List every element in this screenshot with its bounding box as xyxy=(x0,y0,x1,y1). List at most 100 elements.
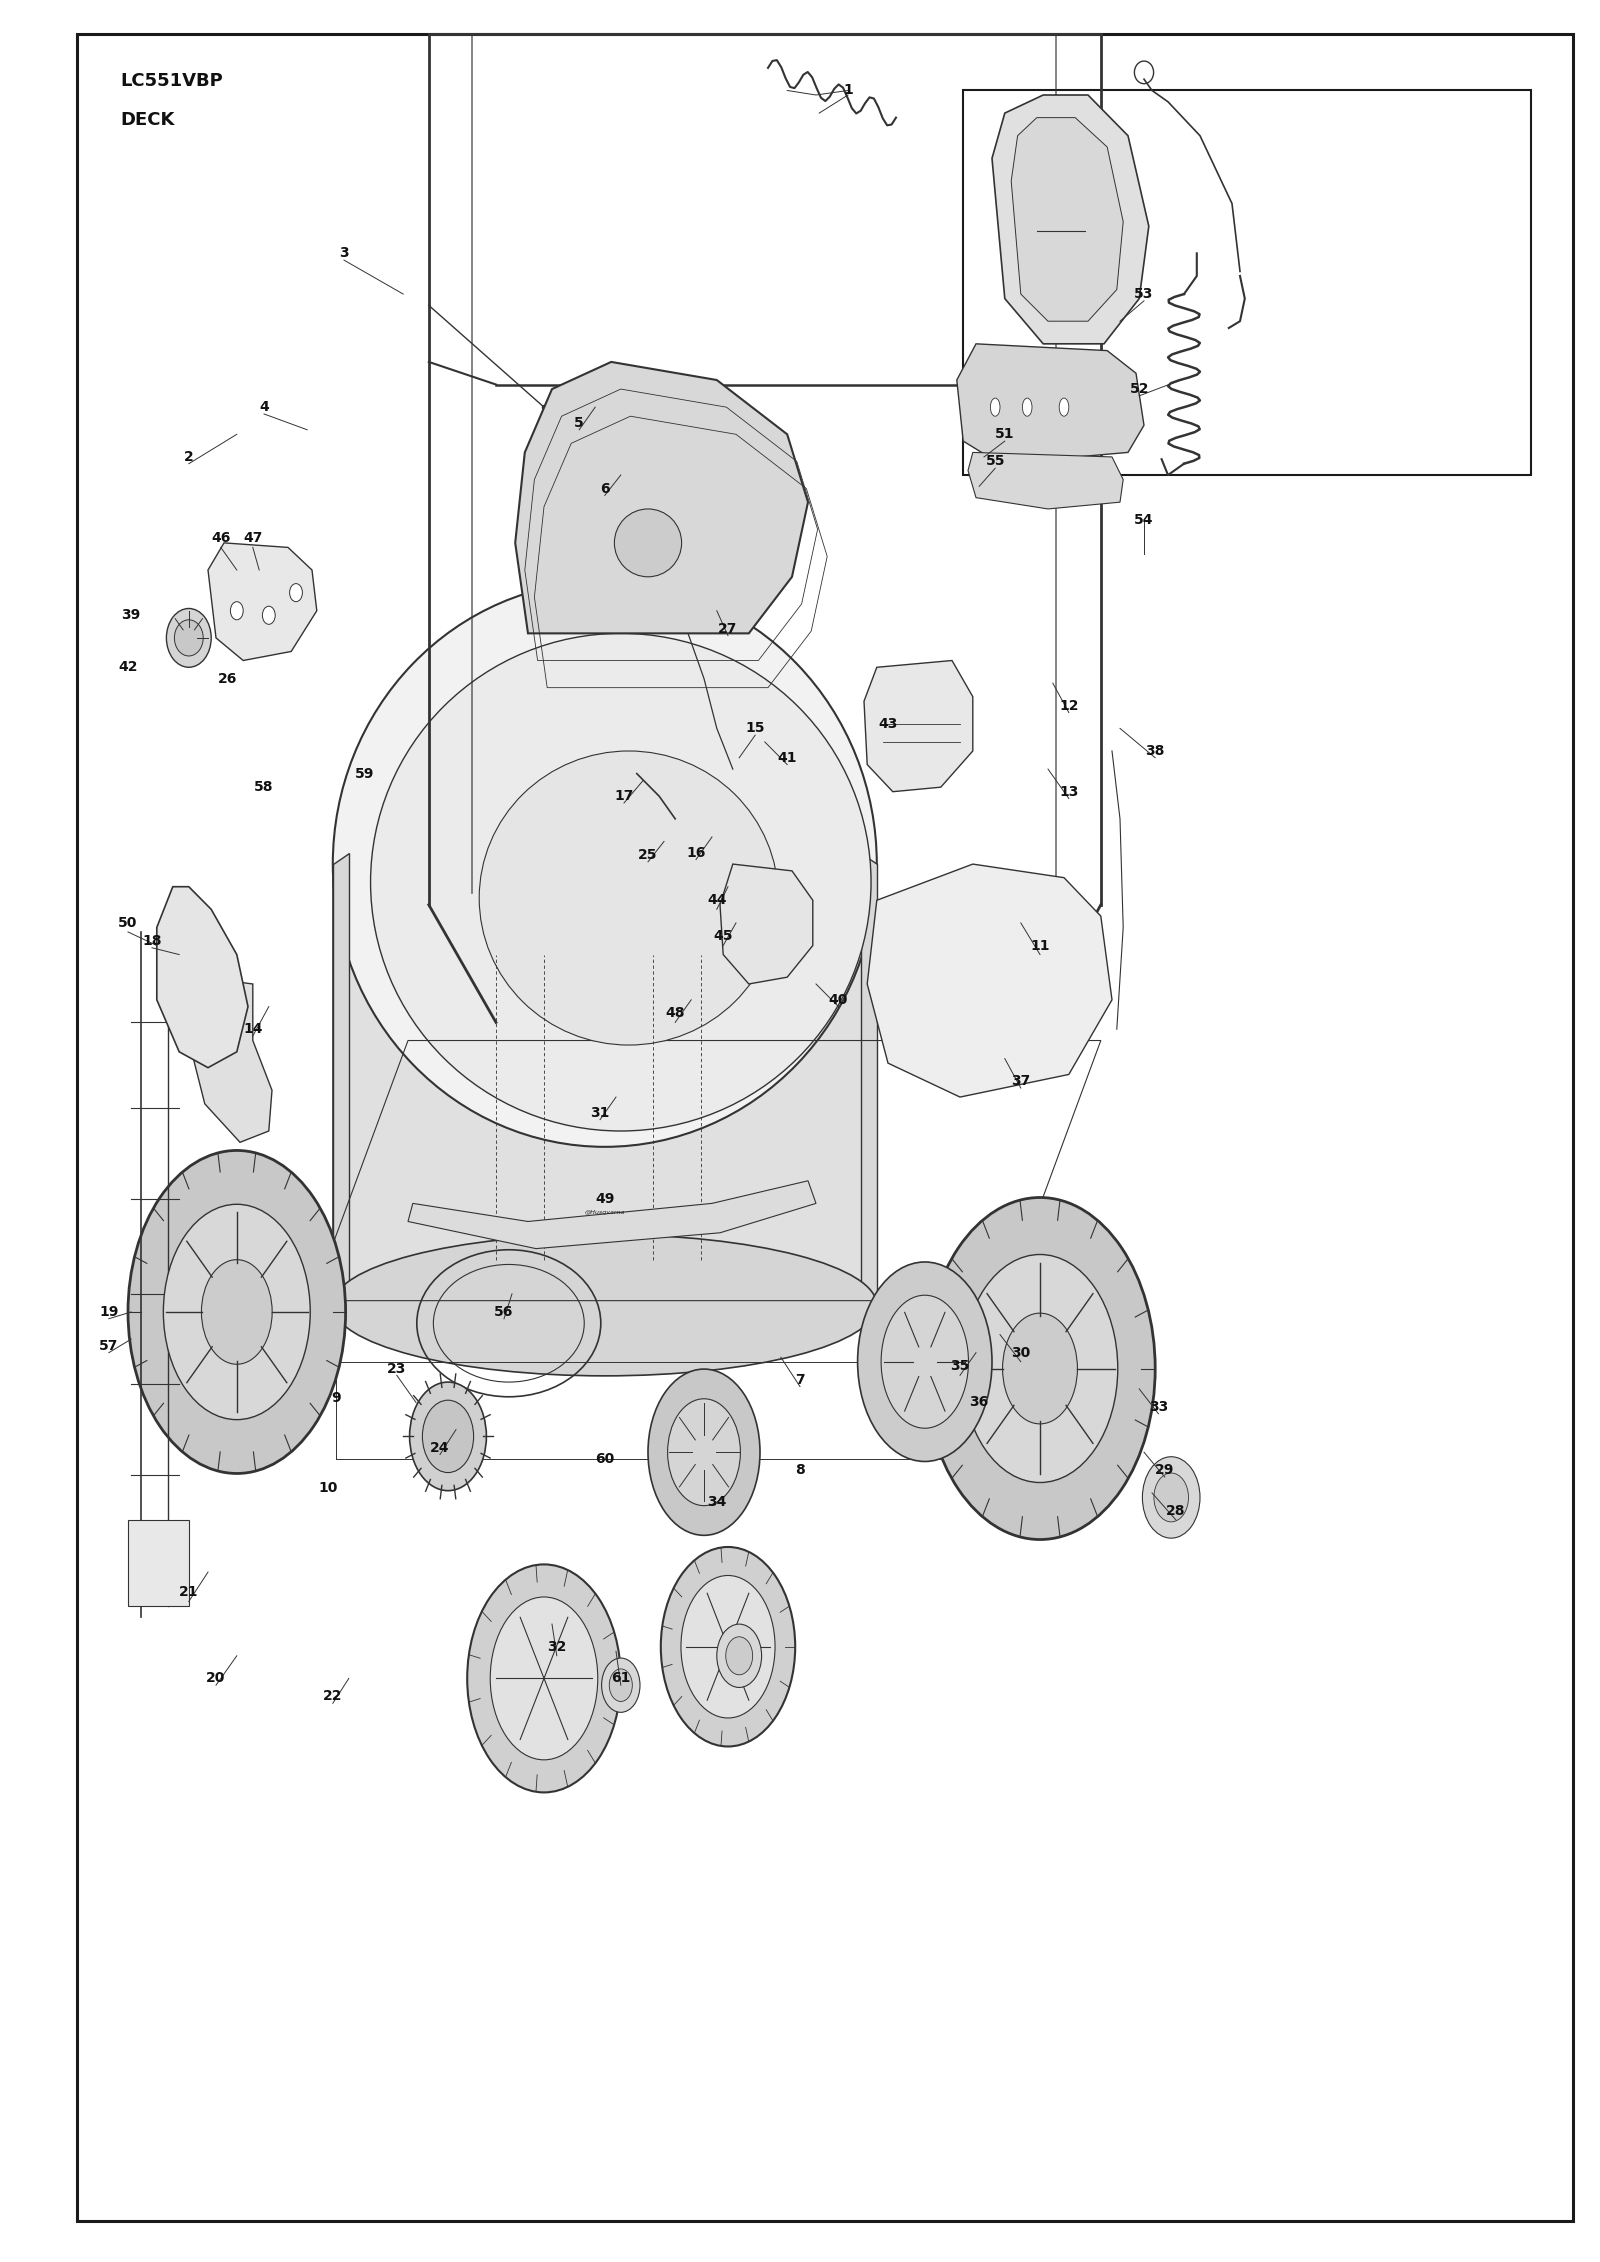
Text: 57: 57 xyxy=(99,1339,118,1353)
Text: 47: 47 xyxy=(243,532,262,545)
Polygon shape xyxy=(333,853,349,1305)
Text: 56: 56 xyxy=(494,1305,514,1319)
Text: 46: 46 xyxy=(211,532,230,545)
Text: 11: 11 xyxy=(1030,939,1050,952)
Polygon shape xyxy=(584,389,696,525)
Text: 58: 58 xyxy=(254,780,274,794)
Ellipse shape xyxy=(1022,398,1032,416)
Ellipse shape xyxy=(333,1235,877,1375)
Ellipse shape xyxy=(1059,398,1069,416)
Polygon shape xyxy=(1011,118,1123,321)
Ellipse shape xyxy=(858,1262,992,1461)
Ellipse shape xyxy=(925,1197,1155,1540)
Text: 18: 18 xyxy=(142,934,162,948)
Text: 34: 34 xyxy=(707,1495,726,1509)
Text: 59: 59 xyxy=(355,767,374,780)
Ellipse shape xyxy=(882,1296,968,1427)
Text: @Husqvarna: @Husqvarna xyxy=(584,1210,626,1215)
Text: 44: 44 xyxy=(707,893,726,907)
Text: LC551VBP: LC551VBP xyxy=(120,72,222,90)
Ellipse shape xyxy=(166,608,211,667)
Polygon shape xyxy=(957,344,1144,464)
Ellipse shape xyxy=(602,1658,640,1712)
Text: 26: 26 xyxy=(218,672,237,685)
Text: 14: 14 xyxy=(243,1022,262,1036)
Text: 6: 6 xyxy=(600,482,610,495)
Text: 36: 36 xyxy=(970,1396,989,1409)
Text: 48: 48 xyxy=(666,1007,685,1020)
Polygon shape xyxy=(992,95,1149,344)
Text: 5: 5 xyxy=(574,416,584,430)
Text: 10: 10 xyxy=(318,1482,338,1495)
Ellipse shape xyxy=(174,620,203,656)
Ellipse shape xyxy=(648,1369,760,1536)
Ellipse shape xyxy=(614,509,682,577)
Text: 43: 43 xyxy=(878,717,898,731)
Text: 7: 7 xyxy=(795,1373,805,1387)
Ellipse shape xyxy=(333,581,877,1147)
Text: 54: 54 xyxy=(1134,513,1154,527)
Text: 24: 24 xyxy=(430,1441,450,1454)
Ellipse shape xyxy=(1003,1314,1077,1423)
Ellipse shape xyxy=(262,606,275,624)
Text: 50: 50 xyxy=(118,916,138,930)
Polygon shape xyxy=(515,362,808,633)
Ellipse shape xyxy=(290,584,302,602)
Text: 8: 8 xyxy=(795,1464,805,1477)
Text: 29: 29 xyxy=(1155,1464,1174,1477)
Text: 1: 1 xyxy=(843,84,853,97)
Polygon shape xyxy=(333,864,877,1305)
Ellipse shape xyxy=(661,1547,795,1746)
Text: 51: 51 xyxy=(995,428,1014,441)
Text: 28: 28 xyxy=(1166,1504,1186,1518)
Polygon shape xyxy=(968,452,1123,509)
Ellipse shape xyxy=(962,1255,1118,1482)
Polygon shape xyxy=(408,1181,816,1249)
Ellipse shape xyxy=(128,1151,346,1473)
Polygon shape xyxy=(720,864,813,984)
Text: 53: 53 xyxy=(1134,287,1154,301)
Text: 61: 61 xyxy=(611,1672,630,1685)
Text: 30: 30 xyxy=(1011,1346,1030,1359)
Polygon shape xyxy=(867,864,1112,1097)
Ellipse shape xyxy=(682,1574,774,1719)
Text: 40: 40 xyxy=(829,993,848,1007)
Text: 52: 52 xyxy=(1130,382,1149,396)
Text: 21: 21 xyxy=(179,1586,198,1599)
Text: 60: 60 xyxy=(595,1452,614,1466)
Ellipse shape xyxy=(371,633,870,1131)
Ellipse shape xyxy=(667,1398,741,1506)
Text: 20: 20 xyxy=(206,1672,226,1685)
Text: 37: 37 xyxy=(1011,1074,1030,1088)
Text: 39: 39 xyxy=(122,608,141,622)
Text: 4: 4 xyxy=(259,400,269,414)
Text: 2: 2 xyxy=(184,450,194,464)
Ellipse shape xyxy=(726,1638,752,1674)
Ellipse shape xyxy=(1142,1457,1200,1538)
Text: 23: 23 xyxy=(387,1362,406,1375)
Ellipse shape xyxy=(990,398,1000,416)
Text: 3: 3 xyxy=(339,247,349,260)
Polygon shape xyxy=(864,661,973,792)
Text: 17: 17 xyxy=(614,789,634,803)
Text: 32: 32 xyxy=(547,1640,566,1654)
Text: 27: 27 xyxy=(718,622,738,636)
Polygon shape xyxy=(208,543,317,661)
Text: 15: 15 xyxy=(746,722,765,735)
Ellipse shape xyxy=(480,751,779,1045)
Text: 31: 31 xyxy=(590,1106,610,1120)
Polygon shape xyxy=(189,977,272,1142)
Polygon shape xyxy=(157,887,248,1068)
Text: 13: 13 xyxy=(1059,785,1078,798)
Text: 25: 25 xyxy=(638,848,658,862)
Text: 55: 55 xyxy=(986,455,1005,468)
Ellipse shape xyxy=(490,1597,598,1760)
Ellipse shape xyxy=(230,602,243,620)
Ellipse shape xyxy=(1154,1473,1189,1522)
Text: 42: 42 xyxy=(118,661,138,674)
Ellipse shape xyxy=(467,1565,621,1792)
Text: 49: 49 xyxy=(595,1192,614,1206)
Text: 16: 16 xyxy=(686,846,706,860)
Ellipse shape xyxy=(717,1624,762,1687)
Text: DECK: DECK xyxy=(120,111,174,129)
